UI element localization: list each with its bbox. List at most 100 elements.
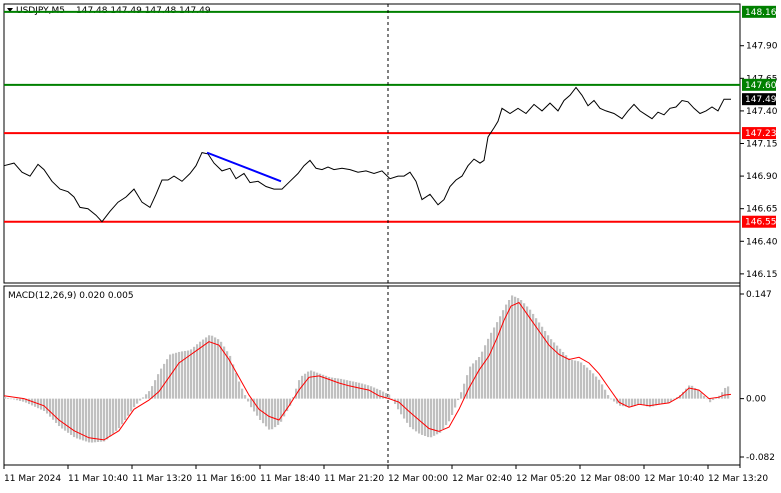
macd-bar (640, 398, 643, 405)
time-tick-label: 11 Mar 10:40 (68, 474, 128, 484)
price-line (3, 86, 731, 223)
macd-bar (541, 326, 544, 399)
macd-bar (415, 398, 418, 432)
macd-bar (67, 398, 70, 433)
macd-tick-label: -0.082 (746, 453, 775, 463)
macd-bar (184, 350, 187, 399)
horizontal-levels[interactable] (4, 10, 740, 223)
macd-bar (460, 392, 463, 399)
macd-bar (655, 398, 658, 406)
macd-bar (673, 398, 676, 400)
level-label-box (742, 127, 776, 140)
macd-bar (148, 391, 151, 399)
macd-bar (49, 398, 52, 417)
macd-bar (667, 398, 670, 403)
macd-bar (217, 339, 220, 399)
trend-line[interactable] (206, 151, 282, 183)
price-tick-label: 146.15 (746, 270, 778, 280)
macd-bar (124, 398, 127, 420)
price-tick-label: 147.40 (746, 107, 778, 117)
macd-bar (172, 353, 175, 399)
macd-bar (382, 391, 385, 399)
macd-bar (406, 398, 409, 423)
macd-bar (430, 398, 433, 438)
macd-bar (670, 398, 673, 402)
macd-bar (115, 398, 118, 431)
macd-bar (127, 398, 130, 416)
macd-bar (475, 360, 478, 399)
macd-bar (589, 370, 592, 399)
macd-bar (364, 384, 367, 399)
macd-bar (319, 373, 322, 399)
macd-bar (511, 295, 514, 399)
macd-bar (241, 388, 244, 399)
macd-bar (187, 350, 190, 399)
macd-bar (313, 371, 316, 399)
macd-bar (247, 398, 250, 402)
macd-tick-label: 0.147 (746, 290, 772, 300)
macd-bar (349, 380, 352, 399)
macd-bar (550, 339, 553, 399)
macd-bar (166, 359, 169, 399)
macd-bar (106, 398, 109, 440)
macd-bar (175, 352, 178, 399)
price-tick-label: 146.65 (746, 205, 778, 215)
macd-bar (358, 382, 361, 399)
macd-bar (400, 398, 403, 415)
macd-bar (448, 398, 451, 422)
macd-bar (418, 398, 421, 434)
collapse-triangle-icon[interactable] (7, 8, 13, 12)
macd-bar (316, 372, 319, 399)
macd-bar (82, 398, 85, 441)
macd-bar (307, 371, 310, 399)
macd-bar (508, 299, 511, 399)
macd-bar (235, 373, 238, 399)
macd-bar (685, 388, 688, 399)
macd-bar (433, 398, 436, 436)
macd-signal-line (3, 301, 732, 441)
macd-bar (274, 398, 277, 428)
level-label-text: 148.16 (745, 8, 777, 18)
macd-bar (658, 398, 661, 405)
macd-bar (517, 298, 520, 399)
macd-bar (484, 345, 487, 399)
macd-bar (580, 362, 583, 399)
macd-bar (196, 344, 199, 399)
macd-bar (646, 398, 649, 407)
macd-bar (370, 386, 373, 399)
macd-bar (547, 335, 550, 399)
time-tick-label: 12 Mar 08:00 (580, 474, 640, 484)
price-tick-label: 146.40 (746, 237, 778, 247)
macd-histogram (4, 295, 730, 443)
macd-bar (490, 332, 493, 399)
macd-bar (682, 391, 685, 399)
macd-bar (397, 398, 400, 410)
time-tick-label: 12 Mar 13:20 (708, 474, 768, 484)
macd-bar (586, 367, 589, 399)
macd-bar (622, 398, 625, 407)
macd-bar (544, 331, 547, 399)
macd-bar (88, 398, 91, 443)
macd-bar (103, 398, 106, 442)
macd-bar (616, 398, 619, 404)
macd-bar (661, 398, 664, 404)
macd-bar (697, 390, 700, 399)
macd-bar (181, 351, 184, 399)
macd-bar (523, 303, 526, 399)
macd-bar (265, 398, 268, 427)
macd-bar (130, 398, 133, 412)
macd-bar (391, 398, 394, 400)
macd-bar (109, 398, 112, 437)
macd-bar (331, 377, 334, 399)
macd-bar (694, 387, 697, 399)
macd-bar (64, 398, 67, 431)
macd-bar (292, 397, 295, 399)
macd-bar (607, 395, 610, 399)
macd-bar (280, 398, 283, 422)
macd-bar (22, 398, 25, 402)
macd-bar (496, 322, 499, 399)
macd-bar (340, 378, 343, 399)
macd-bar (367, 385, 370, 399)
current-price-label: 147.49 (742, 93, 777, 106)
